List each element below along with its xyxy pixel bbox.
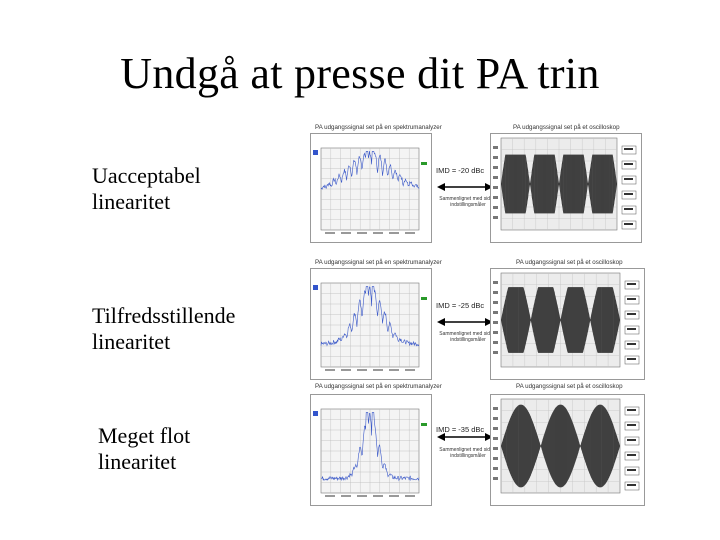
slide-title: Undgå at presse dit PA trin [120, 49, 600, 98]
spectrum-caption: PA udgangssignal set på en spektrumanaly… [315, 383, 442, 390]
spectrum-analyzer-screenshot [310, 394, 432, 506]
spectrum-analyzer-screenshot [310, 268, 432, 380]
scope-caption: PA udgangssignal set på et oscilloskop [513, 124, 620, 131]
scope-caption: PA udgangssignal set på et oscilloskop [516, 259, 623, 266]
measurement-row-2: PA udgangssignal set på en spektrumanaly… [310, 259, 645, 384]
oscilloscope-screenshot [490, 268, 645, 380]
comparison-note: Sammenlignet med sidste indstillingsmåle… [439, 331, 497, 343]
imd-value: IMD = -25 dBc [436, 301, 485, 310]
scope-caption: PA udgangssignal set på et oscilloskop [516, 383, 623, 390]
spectrum-caption: PA udgangssignal set på en spektrumanaly… [315, 259, 442, 266]
imd-value: IMD = -35 dBc [436, 425, 485, 434]
row-label-line2: linearitet [92, 189, 171, 214]
spectrum-caption: PA udgangssignal set på en spektrumanaly… [315, 124, 442, 131]
imd-value: IMD = -20 dBc [436, 166, 485, 175]
row-label-line1: Tilfredsstillende [92, 303, 236, 328]
row-label-very-good: Meget flot linearitet [98, 423, 190, 475]
row-label-line1: Meget flot [98, 423, 191, 448]
comparison-note: Sammenlignet med sidste indstillingsmåle… [439, 196, 497, 208]
oscilloscope-screenshot [490, 394, 645, 506]
row-label-unacceptable: Uacceptabel linearitet [92, 163, 201, 215]
measurement-row-3: PA udgangssignal set på en spektrumanaly… [310, 383, 645, 508]
row-label-line2: linearitet [92, 329, 171, 354]
row-label-satisfactory: Tilfredsstillende linearitet [92, 303, 235, 355]
measurement-row-1: PA udgangssignal set på en spektrumanaly… [310, 124, 645, 249]
row-label-line1: Uacceptabel [92, 163, 201, 188]
spectrum-analyzer-screenshot [310, 133, 432, 243]
oscilloscope-screenshot [490, 133, 642, 243]
row-label-line2: linearitet [98, 449, 177, 474]
comparison-note: Sammenlignet med sidste indstillingsmåle… [439, 447, 497, 459]
